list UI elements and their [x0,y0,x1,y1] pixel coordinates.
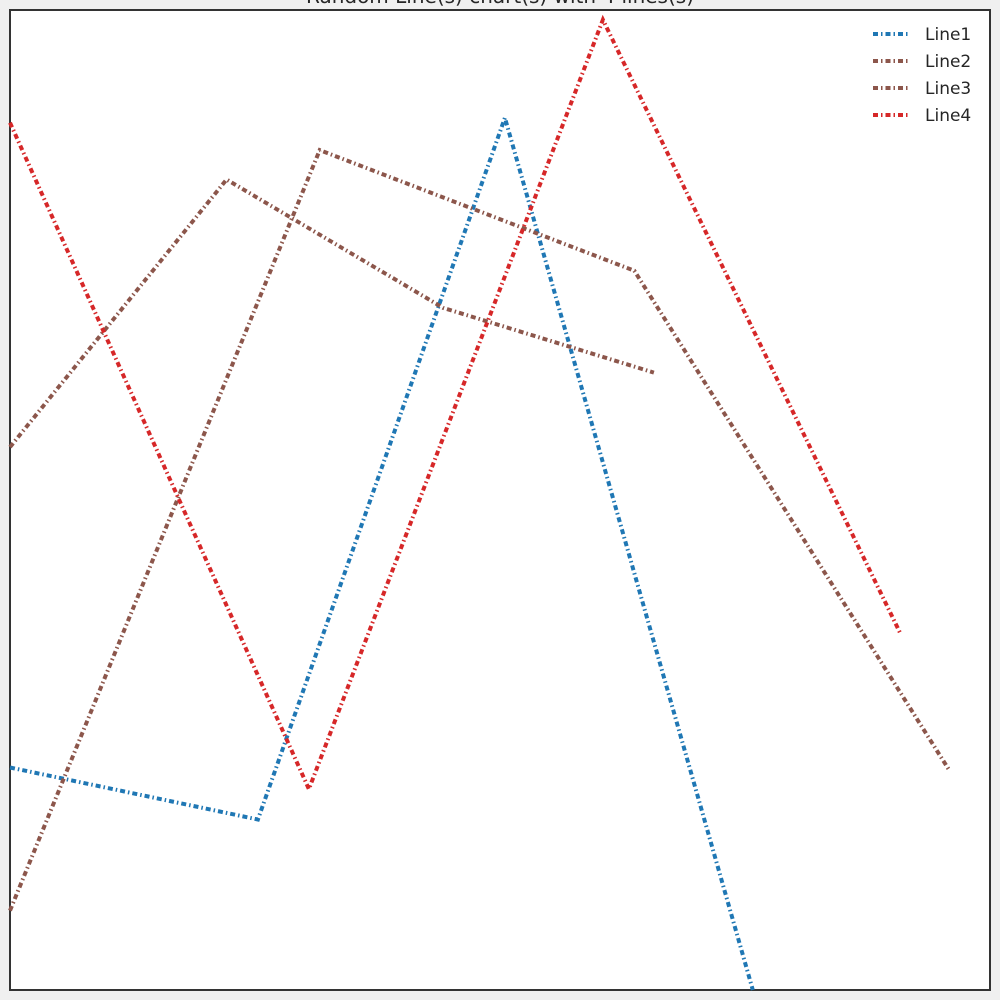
legend-label-1: Line1 [925,25,971,45]
legend: Line1 Line2 Line3 Line4 [873,25,971,126]
plot-area [9,9,991,991]
series-line-1 [9,111,755,991]
legend-label-2: Line2 [925,52,971,72]
series-layer [8,14,951,991]
legend-label-3: Line3 [925,79,971,99]
legend-label-4: Line4 [925,106,971,126]
chart-title: Random Line(s) chart(s) with 4 lines(s) [306,0,694,8]
series-line-3 [8,147,951,912]
series-line-4 [8,14,902,795]
